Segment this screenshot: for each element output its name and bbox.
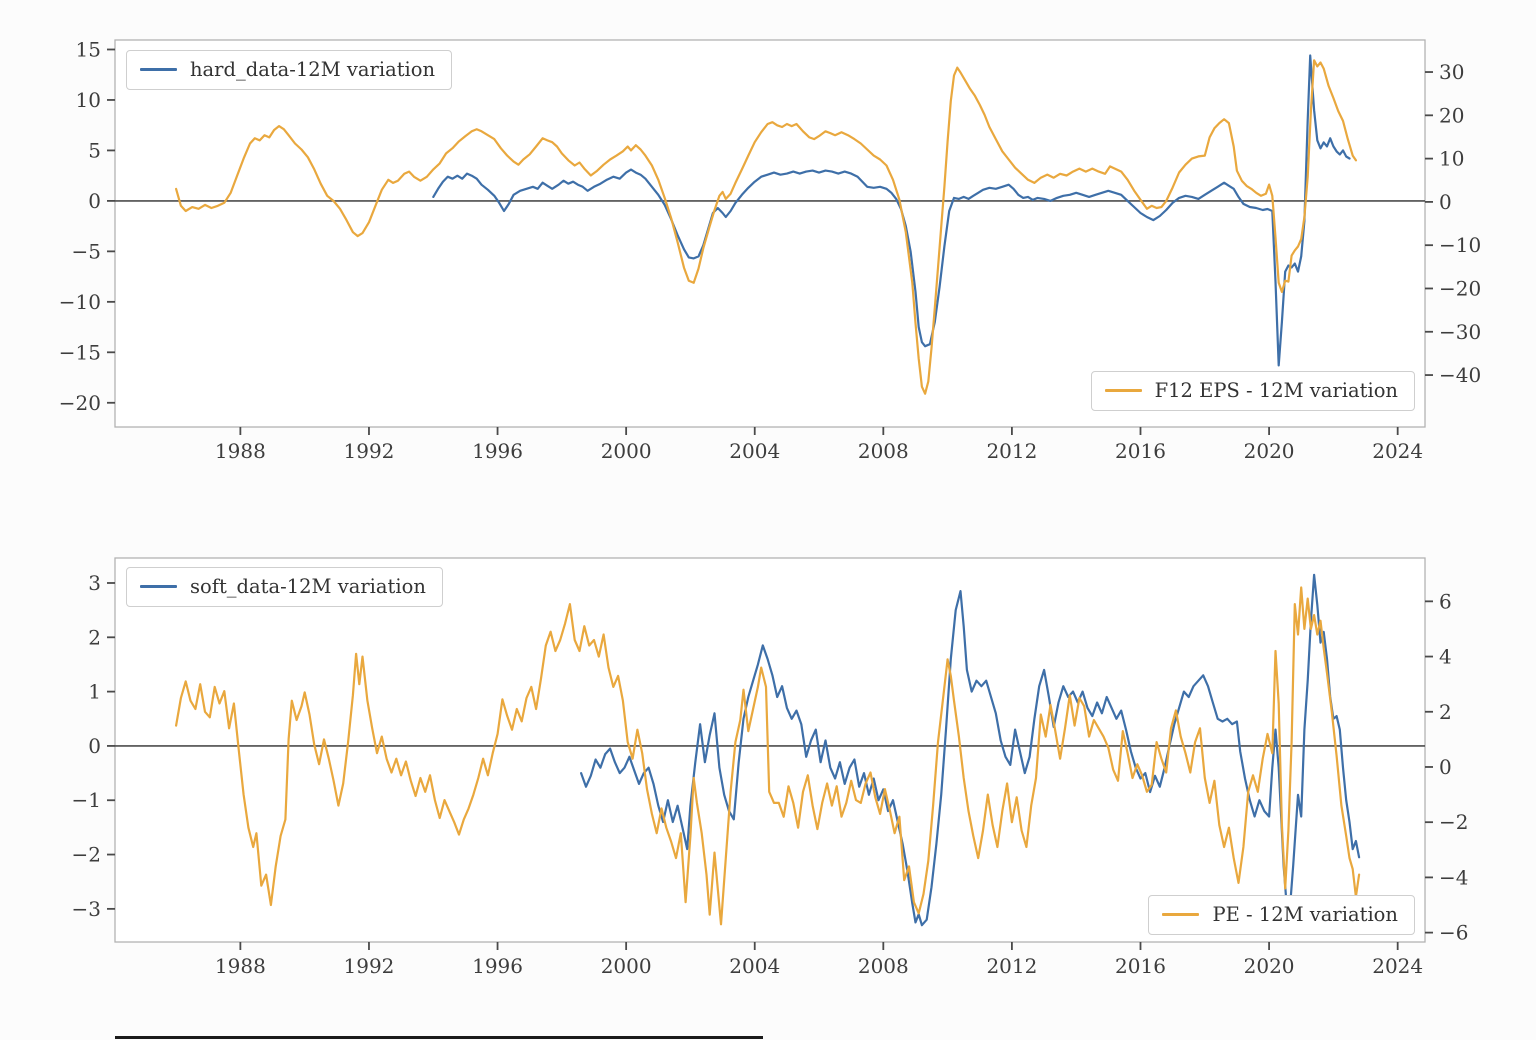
svg-text:2: 2 — [88, 625, 101, 649]
svg-text:2000: 2000 — [601, 439, 652, 463]
legend-line-sample-orange — [1162, 913, 1200, 916]
svg-text:20: 20 — [1439, 103, 1464, 127]
svg-text:15: 15 — [76, 37, 101, 61]
svg-text:1992: 1992 — [344, 954, 395, 978]
svg-text:−20: −20 — [59, 391, 101, 415]
svg-text:0: 0 — [88, 189, 101, 213]
svg-text:−10: −10 — [59, 290, 101, 314]
svg-text:0: 0 — [88, 734, 101, 758]
svg-text:2000: 2000 — [601, 954, 652, 978]
svg-text:1992: 1992 — [344, 439, 395, 463]
svg-text:1: 1 — [88, 680, 101, 704]
svg-text:1996: 1996 — [472, 439, 523, 463]
svg-text:−10: −10 — [1439, 233, 1481, 257]
svg-text:2004: 2004 — [729, 439, 780, 463]
svg-text:5: 5 — [88, 138, 101, 162]
svg-text:4: 4 — [1439, 645, 1452, 669]
svg-text:6: 6 — [1439, 589, 1452, 613]
svg-text:0: 0 — [1439, 755, 1452, 779]
svg-text:2012: 2012 — [986, 439, 1037, 463]
legend-label: PE - 12M variation — [1212, 903, 1398, 926]
svg-text:1988: 1988 — [215, 954, 266, 978]
svg-text:−2: −2 — [72, 843, 101, 867]
svg-text:−20: −20 — [1439, 276, 1481, 300]
svg-text:2024: 2024 — [1372, 439, 1423, 463]
legend-hard-data: hard_data-12M variation — [126, 50, 453, 90]
svg-text:2: 2 — [1439, 700, 1452, 724]
svg-text:2012: 2012 — [986, 954, 1037, 978]
svg-text:−15: −15 — [59, 340, 101, 364]
svg-text:−30: −30 — [1439, 320, 1481, 344]
svg-text:−40: −40 — [1439, 363, 1481, 387]
legend-label: soft_data-12M variation — [190, 575, 426, 598]
svg-text:10: 10 — [76, 88, 101, 112]
legend-pe: PE - 12M variation — [1148, 895, 1415, 935]
svg-text:1996: 1996 — [472, 954, 523, 978]
svg-text:2020: 2020 — [1244, 954, 1295, 978]
legend-soft-data: soft_data-12M variation — [126, 567, 443, 607]
svg-text:10: 10 — [1439, 147, 1464, 171]
svg-text:0: 0 — [1439, 190, 1452, 214]
legend-line-sample-orange — [1104, 389, 1142, 392]
legend-line-sample-blue — [140, 585, 177, 588]
svg-text:3: 3 — [88, 571, 101, 595]
svg-text:2016: 2016 — [1115, 439, 1166, 463]
svg-text:2020: 2020 — [1244, 439, 1295, 463]
svg-text:2004: 2004 — [729, 954, 780, 978]
svg-text:2008: 2008 — [858, 439, 909, 463]
legend-line-sample-blue — [140, 68, 177, 71]
svg-text:−4: −4 — [1439, 865, 1468, 889]
svg-text:−5: −5 — [72, 239, 101, 263]
svg-text:−3: −3 — [72, 897, 101, 921]
legend-label: F12 EPS - 12M variation — [1154, 379, 1398, 402]
svg-text:−2: −2 — [1439, 810, 1468, 834]
svg-text:30: 30 — [1439, 60, 1464, 84]
svg-text:−1: −1 — [72, 788, 101, 812]
legend-f12-eps: F12 EPS - 12M variation — [1090, 371, 1415, 411]
svg-text:2016: 2016 — [1115, 954, 1166, 978]
svg-text:2024: 2024 — [1372, 954, 1423, 978]
legend-label: hard_data-12M variation — [190, 58, 436, 81]
svg-text:−6: −6 — [1439, 921, 1468, 945]
svg-text:1988: 1988 — [215, 439, 266, 463]
svg-text:2008: 2008 — [858, 954, 909, 978]
video-progress-bar[interactable] — [115, 1036, 763, 1039]
